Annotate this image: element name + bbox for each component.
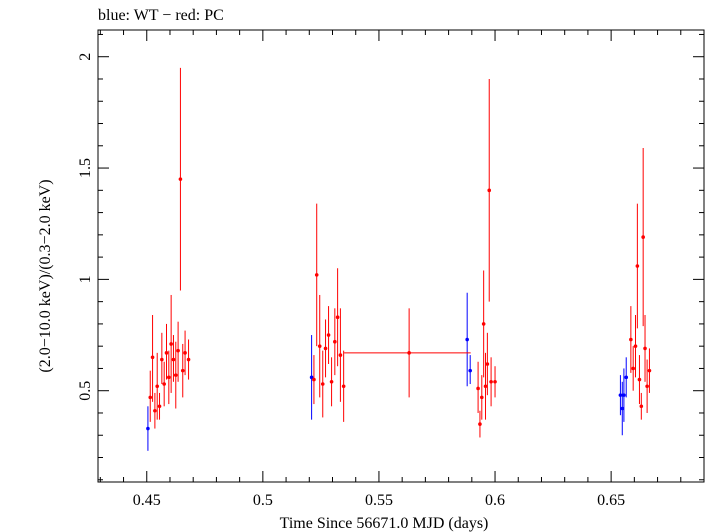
data-point <box>641 235 645 239</box>
x-tick-label: 0.45 <box>133 492 161 509</box>
x-axis-ticks: 0.45 0.5 0.55 0.6 0.65 <box>99 30 705 509</box>
data-point <box>480 395 484 400</box>
y-tick-label: 0.5 <box>77 381 94 401</box>
data-point <box>338 353 343 357</box>
data-point <box>157 404 162 409</box>
data-point <box>478 422 482 426</box>
data-point <box>329 380 334 384</box>
data-point <box>468 368 472 373</box>
data-point <box>314 273 319 277</box>
data-point <box>618 393 623 397</box>
data-point <box>162 382 166 386</box>
y-axis-label: (2.0−10.0 keV)/(0.3−2.0 keV) <box>37 179 54 372</box>
plot-frame <box>97 29 705 483</box>
data-point <box>645 384 649 389</box>
data-point <box>487 188 492 193</box>
chart-title: blue: WT − red: PC <box>98 7 224 24</box>
y-tick-label: 1.5 <box>77 158 94 178</box>
data-point <box>323 346 328 351</box>
data-point <box>335 315 340 320</box>
data-point <box>407 351 411 355</box>
y-axis-ticks: 0.5 1 1.5 2 <box>77 33 704 481</box>
data-point <box>176 348 180 353</box>
data-point <box>171 357 176 362</box>
data-point <box>148 395 153 400</box>
series-pc <box>148 67 652 438</box>
data-point <box>637 377 642 382</box>
data-point <box>633 344 638 348</box>
data-point <box>169 342 173 346</box>
data-point <box>173 373 178 377</box>
data-point <box>160 357 164 362</box>
x-axis-label: Time Since 56671.0 MJD (days) <box>280 515 489 532</box>
data-point <box>647 368 652 373</box>
data-point <box>146 426 150 431</box>
x-tick-label: 0.65 <box>597 492 625 509</box>
data-point <box>183 351 187 355</box>
data-point <box>639 404 644 409</box>
data-point <box>631 366 635 371</box>
y-tick-label: 1 <box>77 275 94 283</box>
x-tick-label: 0.6 <box>485 492 505 509</box>
data-point <box>341 384 346 389</box>
data-point <box>178 177 183 181</box>
data-point <box>485 362 490 366</box>
data-point <box>320 382 325 386</box>
data-point <box>620 406 625 411</box>
data-point <box>643 346 647 351</box>
data-point <box>476 386 480 391</box>
data-point <box>622 393 626 397</box>
data-point <box>493 380 497 384</box>
x-tick-label: 0.55 <box>365 492 393 509</box>
data-point <box>629 337 633 342</box>
data-point <box>489 380 493 384</box>
data-point <box>312 377 316 382</box>
data-point <box>186 357 191 362</box>
y-tick-label: 2 <box>77 53 94 61</box>
data-point <box>333 339 337 344</box>
data-point <box>465 337 469 342</box>
data-point <box>155 384 160 389</box>
series-wt <box>146 292 629 451</box>
data-point <box>164 351 169 355</box>
series-layer <box>146 67 652 451</box>
data-point <box>153 408 157 413</box>
data-point <box>635 264 640 268</box>
data-point <box>180 368 185 373</box>
data-point <box>309 375 314 380</box>
data-point <box>167 375 171 380</box>
data-point <box>483 384 488 389</box>
x-tick-label: 0.5 <box>253 492 273 509</box>
data-point <box>150 355 155 360</box>
data-point <box>481 322 486 326</box>
data-point <box>624 375 629 380</box>
data-point <box>317 344 322 348</box>
data-point <box>326 333 331 337</box>
